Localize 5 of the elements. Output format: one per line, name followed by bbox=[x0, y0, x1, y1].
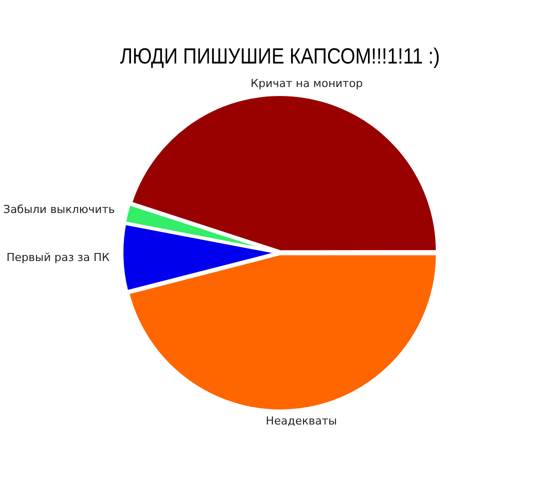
chart-title: ЛЮДИ ПИШУШИЕ КАПСОМ!!!1!11 :) bbox=[120, 44, 440, 69]
slice-label: Неадекваты bbox=[266, 414, 337, 428]
slice-label: Забыли выключить bbox=[3, 203, 115, 216]
slice-label: Кричат на монитор bbox=[250, 77, 363, 90]
slice-label: Первый раз за ПК bbox=[6, 250, 110, 264]
